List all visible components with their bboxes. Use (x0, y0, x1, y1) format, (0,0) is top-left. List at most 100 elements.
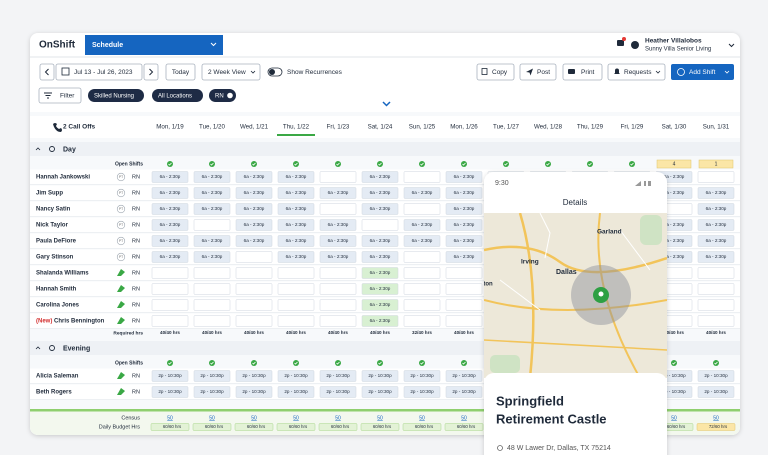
shift-cell[interactable] (697, 251, 735, 263)
shift-cell[interactable] (193, 235, 231, 247)
shift-cell[interactable] (361, 251, 399, 263)
collapse-icon[interactable] (35, 147, 41, 151)
add-shift-button[interactable] (671, 64, 734, 80)
shift-cell[interactable] (319, 386, 357, 398)
shift-cell[interactable] (235, 187, 273, 199)
census-value[interactable]: 50 (209, 415, 215, 421)
census-value[interactable]: 50 (335, 415, 341, 421)
shift-cell[interactable] (235, 299, 273, 311)
shift-cell[interactable] (361, 299, 399, 311)
open-count[interactable] (656, 159, 692, 169)
view-select[interactable] (201, 63, 261, 81)
shift-cell[interactable] (697, 283, 735, 295)
requests-button[interactable] (607, 63, 666, 81)
shift-cell[interactable] (277, 219, 315, 231)
shift-cell[interactable] (151, 299, 189, 311)
employee-name[interactable]: Paula DeFiore (36, 239, 77, 245)
chip-remove[interactable] (227, 92, 233, 99)
shift-cell[interactable] (361, 267, 399, 279)
shift-cell[interactable] (193, 283, 231, 295)
shift-cell[interactable] (277, 283, 315, 295)
copy-button[interactable] (476, 63, 515, 81)
filter-button[interactable] (38, 87, 82, 104)
shift-cell[interactable] (235, 203, 273, 215)
date-picker[interactable] (55, 63, 143, 81)
shift-cell[interactable] (151, 283, 189, 295)
shift-cell[interactable] (151, 235, 189, 247)
shift-cell[interactable] (697, 299, 735, 311)
shift-cell[interactable] (277, 251, 315, 263)
shift-cell[interactable] (403, 187, 441, 199)
shift-cell[interactable] (151, 171, 189, 183)
shift-cell[interactable] (697, 315, 735, 327)
shift-cell[interactable] (235, 235, 273, 247)
shift-cell[interactable] (277, 171, 315, 183)
shift-cell[interactable] (697, 219, 735, 231)
shift-cell[interactable] (697, 203, 735, 215)
shift-cell[interactable] (361, 187, 399, 199)
shift-cell[interactable] (151, 370, 189, 382)
shift-cell[interactable] (445, 235, 483, 247)
employee-name[interactable]: Jim Supp (36, 191, 63, 197)
shift-cell[interactable] (277, 315, 315, 327)
shift-cell[interactable] (319, 187, 357, 199)
shift-cell[interactable] (445, 251, 483, 263)
census-value[interactable]: 50 (671, 415, 677, 421)
shift-cell[interactable] (277, 203, 315, 215)
employee-name[interactable]: Carolina Jones (36, 303, 80, 309)
shift-cell[interactable] (193, 251, 231, 263)
shift-cell[interactable] (361, 283, 399, 295)
shift-cell[interactable] (697, 187, 735, 199)
user-icon[interactable] (631, 41, 639, 49)
module-select[interactable] (85, 35, 223, 55)
employee-name[interactable]: Chris Bennington (54, 319, 105, 325)
shift-cell[interactable] (319, 283, 357, 295)
shift-cell[interactable] (445, 171, 483, 183)
shift-cell[interactable] (403, 251, 441, 263)
shift-cell[interactable] (697, 235, 735, 247)
collapse-icon[interactable] (35, 346, 41, 350)
shift-cell[interactable] (445, 283, 483, 295)
employee-name[interactable]: Gary Stinson (36, 255, 74, 261)
census-value[interactable]: 50 (251, 415, 257, 421)
census-value[interactable]: 50 (377, 415, 383, 421)
expand-chevron[interactable] (382, 101, 391, 107)
shift-cell[interactable] (193, 203, 231, 215)
census-value[interactable]: 50 (167, 415, 173, 421)
shift-cell[interactable] (697, 386, 735, 398)
shift-cell[interactable] (151, 267, 189, 279)
census-value[interactable]: 50 (419, 415, 425, 421)
shift-cell[interactable] (193, 386, 231, 398)
shift-cell[interactable] (361, 370, 399, 382)
employee-name[interactable]: Nick Taylor (36, 223, 69, 229)
shift-cell[interactable] (445, 370, 483, 382)
shift-cell[interactable] (235, 386, 273, 398)
shift-cell[interactable] (151, 203, 189, 215)
shift-cell[interactable] (277, 187, 315, 199)
shift-cell[interactable] (445, 386, 483, 398)
filter-chip[interactable] (88, 89, 144, 102)
census-value[interactable]: 50 (461, 415, 467, 421)
shift-cell[interactable] (319, 171, 357, 183)
shift-cell[interactable] (277, 267, 315, 279)
post-button[interactable] (519, 63, 557, 81)
shift-cell[interactable] (403, 171, 441, 183)
shift-cell[interactable] (319, 203, 357, 215)
call-offs[interactable]: 2 Call Offs (63, 124, 96, 131)
employee-name[interactable]: Hannah Jankowski (36, 175, 90, 181)
notification-icon[interactable] (617, 40, 624, 46)
shift-cell[interactable] (235, 370, 273, 382)
employee-name[interactable]: Shalanda Williams (36, 271, 89, 277)
census-value[interactable]: 50 (293, 415, 299, 421)
shift-cell[interactable] (361, 171, 399, 183)
open-count[interactable] (698, 159, 734, 169)
shift-cell[interactable] (403, 370, 441, 382)
shift-cell[interactable] (361, 203, 399, 215)
shift-cell[interactable] (235, 219, 273, 231)
shift-cell[interactable] (697, 370, 735, 382)
shift-cell[interactable] (151, 251, 189, 263)
shift-cell[interactable] (697, 171, 735, 183)
shift-cell[interactable] (403, 315, 441, 327)
shift-cell[interactable] (277, 386, 315, 398)
shift-cell[interactable] (193, 171, 231, 183)
